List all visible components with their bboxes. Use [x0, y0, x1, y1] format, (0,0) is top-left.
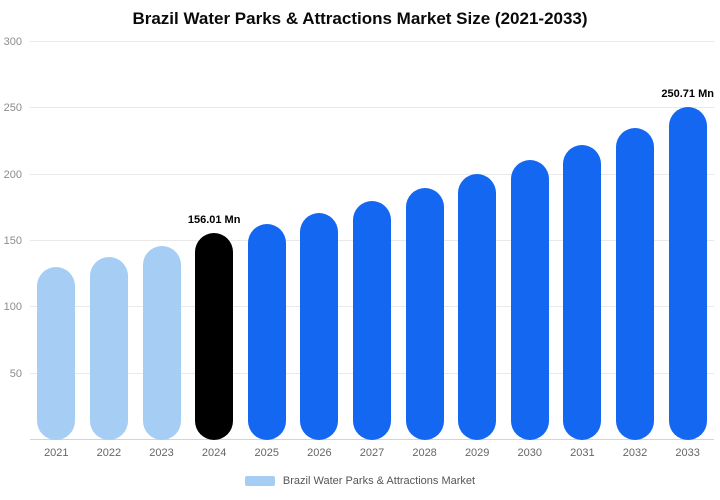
bar-2021[interactable]	[37, 266, 76, 440]
y-axis-label: 100	[3, 301, 22, 314]
legend-label: Brazil Water Parks & Attractions Market	[282, 475, 476, 487]
x-axis-label: 2022	[96, 447, 122, 459]
bar-2029[interactable]	[458, 174, 497, 440]
y-axis-label: 250	[3, 102, 22, 115]
bar-2031[interactable]	[563, 144, 602, 440]
x-axis-label: 2024	[201, 447, 227, 459]
bar-2033[interactable]	[668, 107, 707, 440]
x-axis-label: 2032	[622, 447, 648, 459]
x-axis-label: 2025	[254, 447, 279, 459]
x-axis-label: 2028	[412, 447, 437, 459]
y-axis-label: 150	[3, 235, 22, 247]
gridline	[30, 173, 714, 175]
chart-title: Brazil Water Parks & Attractions Market …	[132, 9, 588, 28]
x-axis-label: 2033	[675, 447, 700, 459]
y-axis-label: 50	[9, 367, 22, 380]
x-axis-label: 2029	[464, 447, 490, 459]
bar-2024[interactable]	[195, 233, 234, 440]
bar-2032[interactable]	[616, 128, 655, 440]
x-axis: 2021 2022 2023 2024 2025 2026 2027 2028 2029 2030…	[30, 447, 714, 459]
x-axis-label: 2027	[359, 447, 385, 459]
bar-2030[interactable]	[510, 160, 549, 440]
gridline	[30, 41, 714, 42]
bar-2027[interactable]	[353, 200, 391, 440]
data-label: 250.71 Mn	[661, 88, 714, 101]
x-axis-label: 2021	[44, 447, 69, 459]
data-label: 156.01 Mn	[187, 214, 241, 227]
x-axis-label: 2031	[570, 447, 595, 459]
bar-2022[interactable]	[89, 256, 128, 440]
legend-swatch	[244, 476, 275, 486]
bar-2026[interactable]	[300, 213, 339, 440]
y-axis-label: 300	[3, 36, 22, 48]
gridline	[30, 107, 714, 109]
y-axis: 50 100 150 200 250 300	[0, 36, 24, 440]
y-axis-label: 200	[3, 168, 22, 181]
bar-2025[interactable]	[247, 223, 286, 440]
bar-2028[interactable]	[405, 187, 444, 440]
x-axis-label: 2030	[517, 447, 543, 459]
x-axis-label: 2026	[307, 447, 332, 459]
bar-2023[interactable]	[142, 246, 181, 440]
plot-area: 156.01 Mn 250.71 Mn	[30, 41, 714, 440]
x-axis-label: 2023	[149, 447, 174, 459]
legend-item[interactable]: Brazil Water Parks & Attractions Market	[0, 475, 720, 487]
